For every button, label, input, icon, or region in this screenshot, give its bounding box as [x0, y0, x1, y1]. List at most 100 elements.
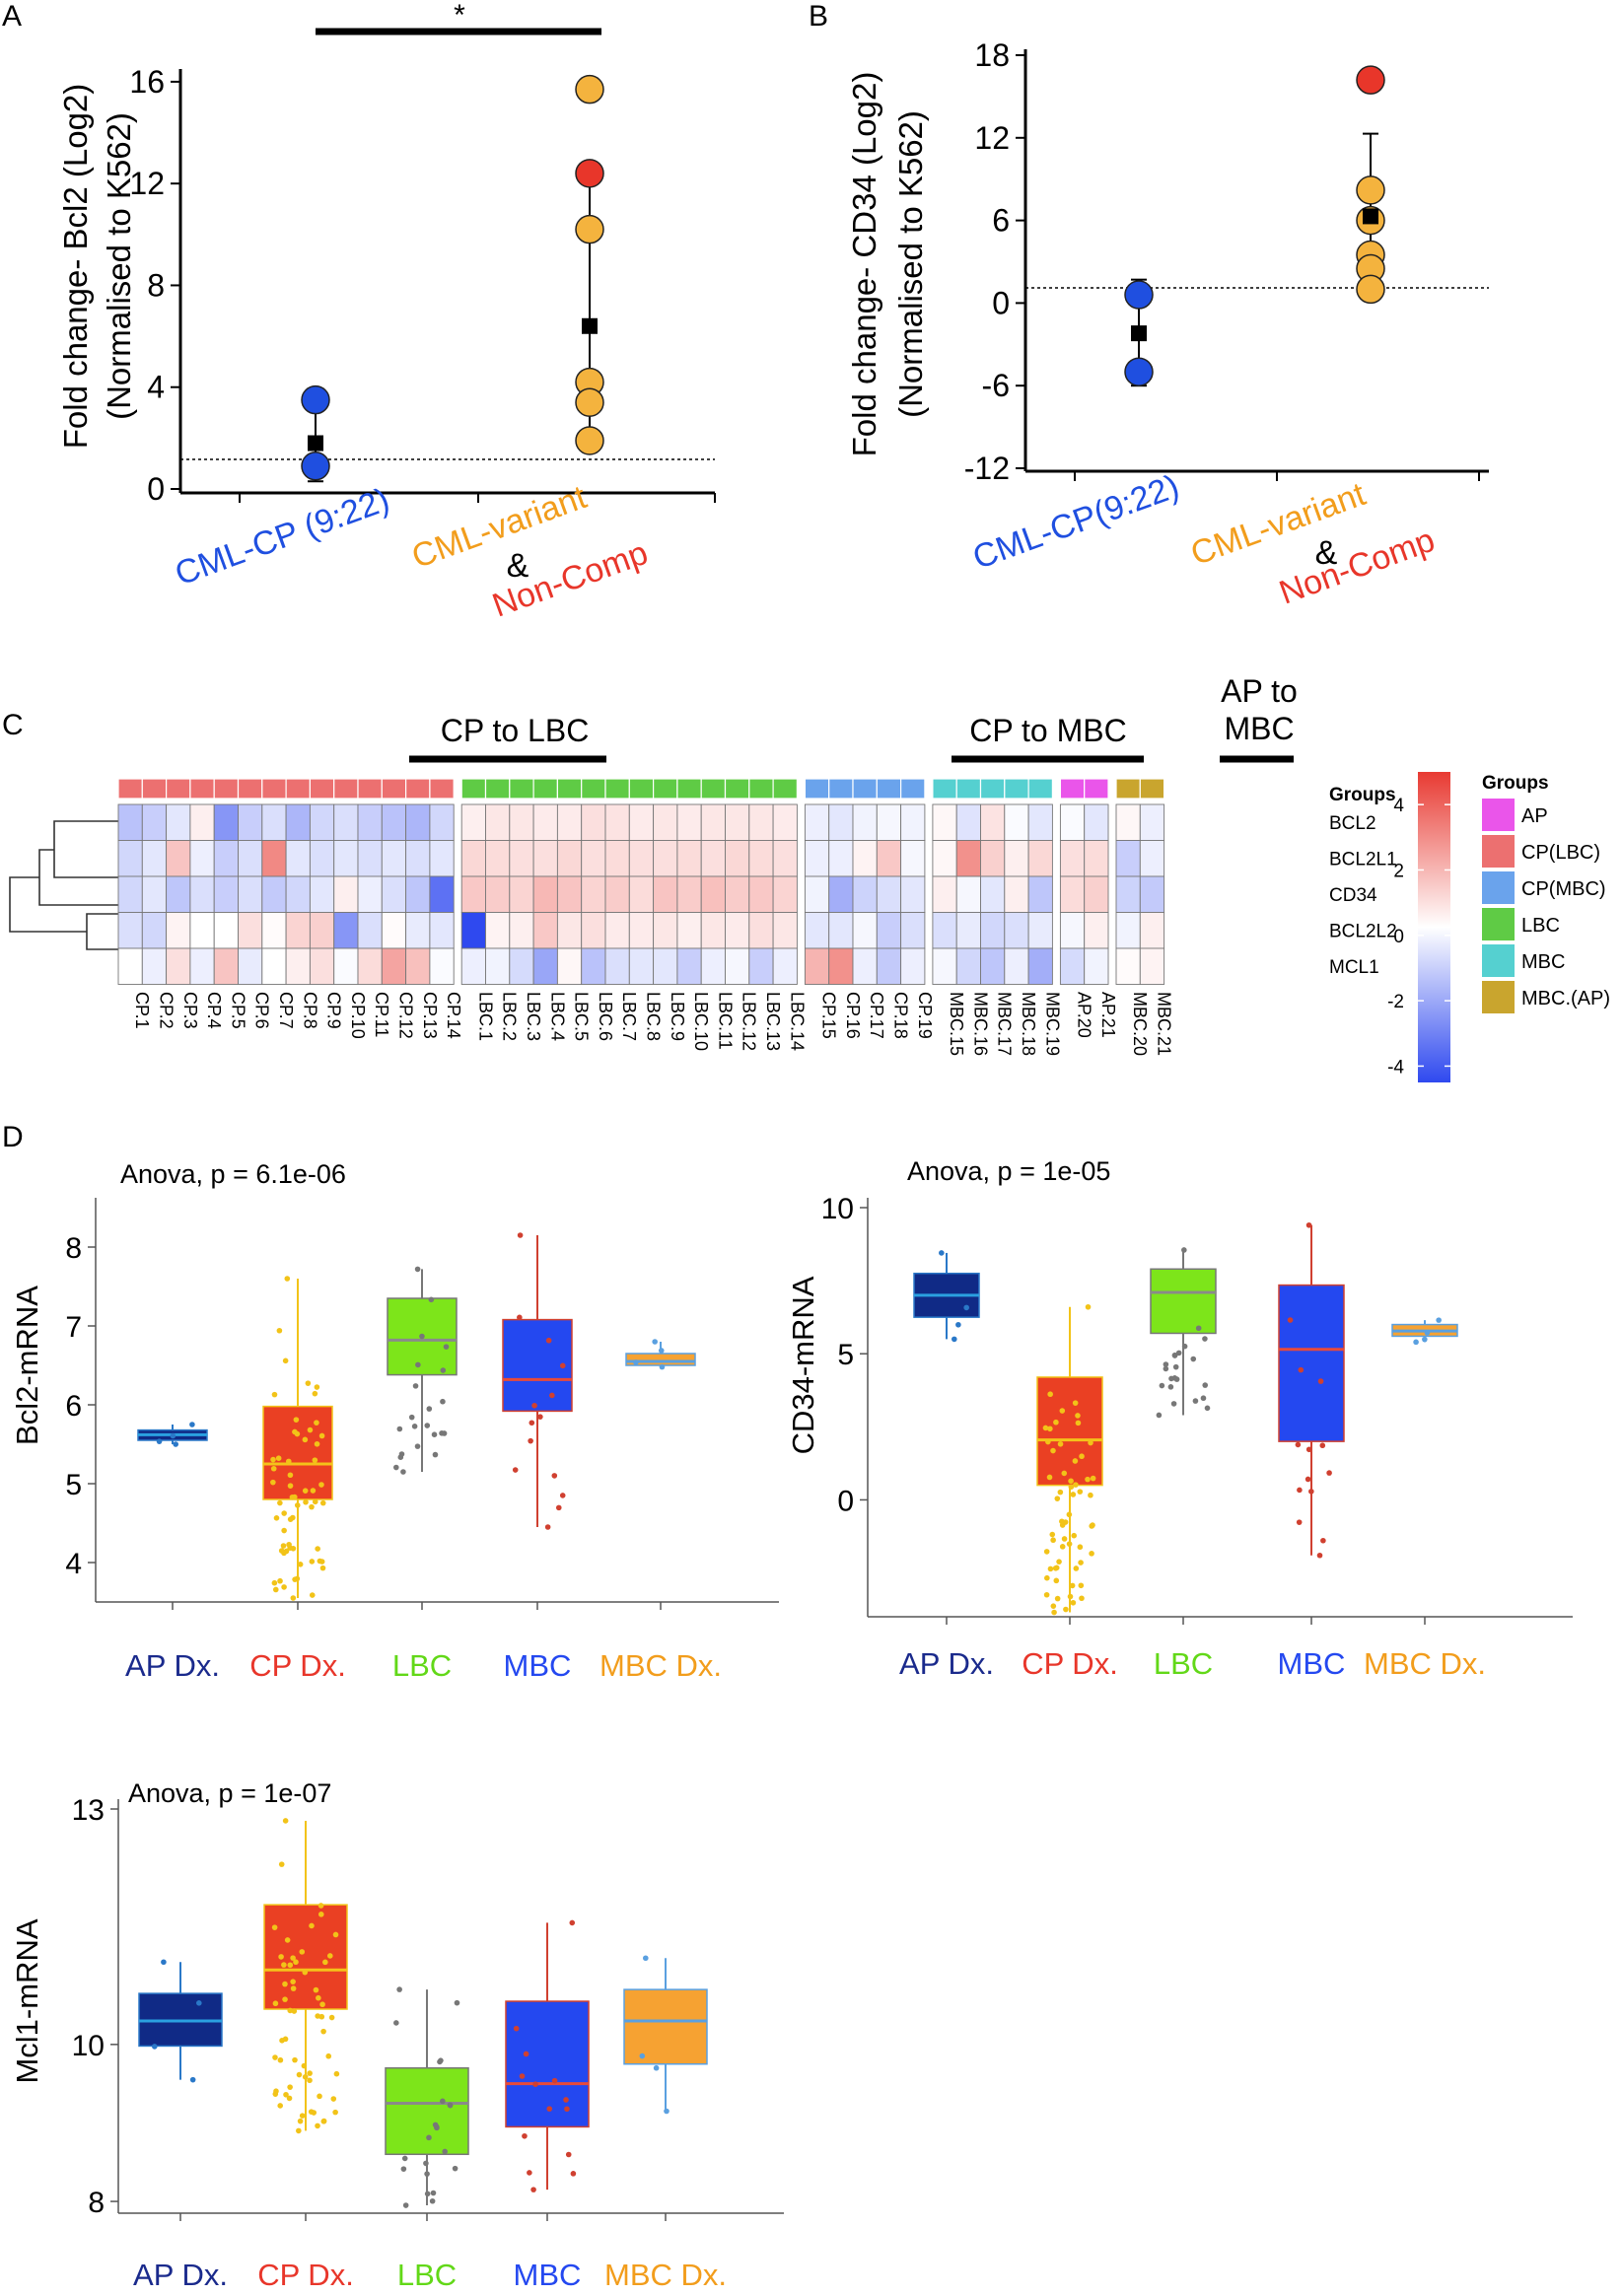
- panel-a-ylabel-line2: (Normalised to K562): [101, 112, 137, 420]
- jitter-point: [282, 1818, 289, 1824]
- jitter-point: [320, 2028, 326, 2035]
- heatmap-cell: [213, 803, 239, 841]
- heatmap-cell: [333, 840, 359, 877]
- heatmap-column-label: CP.4: [204, 992, 224, 1029]
- panel-c: C CP to LBC CP to MBC AP to MBC BCL2BCL2…: [2, 673, 1610, 1082]
- heatmap-row-label: CD34: [1329, 885, 1377, 906]
- jitter-point: [287, 2084, 293, 2090]
- heatmap-cell: [1115, 840, 1141, 877]
- heatmap-cell: [309, 947, 335, 985]
- jitter-point: [1050, 1603, 1057, 1609]
- heatmap-cell: [189, 803, 215, 841]
- jitter-point: [307, 1426, 314, 1433]
- jitter-point: [290, 1955, 296, 1961]
- jitter-point: [301, 2062, 308, 2069]
- heatmap-cell: [117, 840, 143, 877]
- heatmap-cell: [581, 947, 606, 985]
- jitter-point: [292, 2056, 298, 2063]
- jitter-point: [1072, 1458, 1079, 1464]
- heatmap-cell: [581, 912, 606, 949]
- group-annotation-cell: [166, 778, 191, 800]
- heatmap-cell: [581, 803, 606, 841]
- heatmap-column-label: MBC.15: [947, 992, 966, 1056]
- heatmap-cell: [261, 875, 287, 913]
- jitter-point: [424, 2171, 430, 2177]
- heatmap-cell: [261, 912, 287, 949]
- heatmap-column-label: CP.1: [132, 992, 152, 1029]
- jitter-point: [400, 2166, 407, 2172]
- heatmap-cell: [1139, 840, 1165, 877]
- category-label: CP Dx.: [1022, 1646, 1118, 1681]
- ytick-label: 0: [837, 1485, 854, 1517]
- panel-b-xlabel-amp: &: [1315, 534, 1338, 572]
- jitter-point: [333, 2070, 340, 2077]
- heatmap-cell: [532, 840, 558, 877]
- heatmap-column-label: CP.3: [180, 992, 200, 1029]
- jitter-point: [532, 2081, 538, 2087]
- jitter-point: [314, 1440, 320, 1447]
- heatmap-cell: [1084, 875, 1109, 913]
- jitter-point: [302, 2073, 309, 2080]
- jitter-point: [1059, 1544, 1066, 1550]
- heatmap-column-label: CP.17: [867, 992, 886, 1039]
- heatmap-cell: [955, 803, 981, 841]
- category-label: MBC: [504, 1648, 572, 1683]
- heatmap-cell: [381, 947, 407, 985]
- heatmap-row-label: MCL1: [1329, 957, 1379, 978]
- panel-d: D Anova, p = 6.1e-06 Bcl2-mRNA 4 5 6 7 8 AP D…: [2, 1121, 1573, 2292]
- jitter-point: [319, 2001, 325, 2008]
- data-point-blue: [1124, 357, 1154, 386]
- heatmap-column-label: CP.6: [252, 992, 272, 1029]
- box-iqr: [385, 2066, 469, 2156]
- jitter-point: [1200, 1395, 1207, 1402]
- category-label: MBC Dx.: [599, 1648, 722, 1683]
- legend-item-label: LBC: [1521, 915, 1560, 937]
- legend-item-label: MBC: [1521, 951, 1565, 973]
- heatmap-cell: [1059, 947, 1086, 985]
- heatmap-cell: [166, 840, 191, 877]
- heatmap-row-labels: BCL2 BCL2L1 CD34 BCL2L2 MCL1: [1329, 813, 1397, 978]
- jitter-point: [173, 1441, 178, 1447]
- jitter-point: [402, 2202, 409, 2208]
- heatmap-cell: [1084, 947, 1109, 985]
- jitter-point: [277, 1499, 283, 1506]
- heatmap-cell: [405, 947, 431, 985]
- heatmap-cell: [676, 947, 702, 985]
- data-point-orange: [575, 387, 604, 417]
- heatmap-cell: [532, 803, 558, 841]
- jitter-point: [319, 1499, 326, 1506]
- jitter-point: [1057, 1440, 1064, 1447]
- panel-a-letter: A: [2, 0, 22, 33]
- heatmap-cell: [381, 803, 407, 841]
- jitter-point: [1066, 1541, 1073, 1547]
- heatmap-cell: [852, 947, 878, 985]
- legend-title: Groups: [1482, 773, 1549, 794]
- heatmap-cell: [357, 875, 383, 913]
- jitter-point: [294, 1430, 301, 1437]
- jitter-point: [549, 1392, 555, 1399]
- heatmap-cell: [357, 840, 383, 877]
- jitter-point: [273, 1515, 280, 1521]
- jitter-point: [1308, 1489, 1314, 1495]
- jitter-point: [332, 1931, 339, 1938]
- jitter-point: [271, 1391, 278, 1398]
- heatmap-column-label: CP.11: [372, 992, 391, 1037]
- jitter-point: [545, 1337, 552, 1344]
- heatmap-cell: [748, 803, 774, 841]
- heatmap-cell: [748, 840, 774, 877]
- jitter-point: [156, 1438, 163, 1444]
- bracket-label-cp-to-lbc: CP to LBC: [441, 713, 590, 748]
- ytick-label: 16: [129, 64, 165, 100]
- jitter-point: [282, 1996, 288, 2002]
- heatmap-cell: [213, 947, 239, 985]
- jitter-point: [1059, 1408, 1066, 1414]
- heatmap-cell: [748, 875, 774, 913]
- jitter-point: [1326, 1470, 1332, 1476]
- jitter-point: [400, 1469, 406, 1475]
- heatmap-cell: [357, 912, 383, 949]
- jitter-point: [432, 1451, 439, 1458]
- jitter-point: [1047, 1391, 1053, 1398]
- jitter-point: [1046, 1474, 1053, 1481]
- jitter-point: [296, 2071, 303, 2078]
